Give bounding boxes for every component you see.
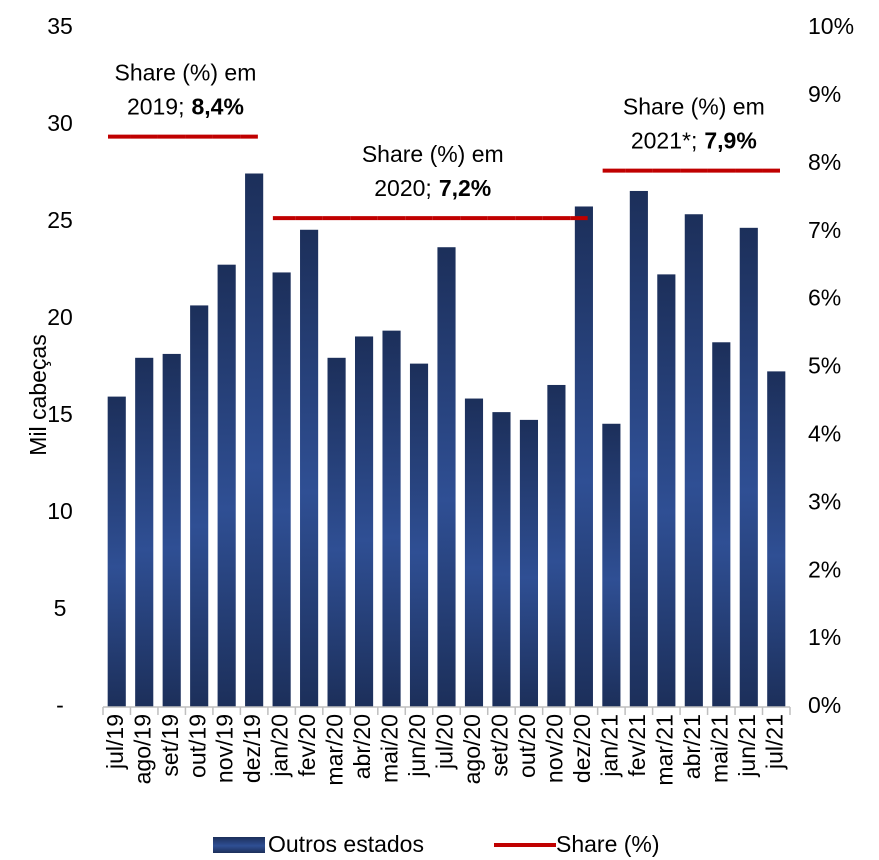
bar	[354, 336, 374, 707]
x-tick-label: dez/20	[569, 714, 595, 783]
x-tick-label: out/20	[514, 714, 540, 778]
y-axis-label: Mil cabeças	[25, 334, 51, 455]
legend-label: Outros estados	[268, 831, 424, 857]
annotation-line: 2019;	[127, 94, 185, 120]
x-tick-label: set/19	[157, 714, 183, 777]
annotation-line: 2021*;	[631, 128, 698, 154]
annotation-value: 7,9%	[704, 128, 756, 154]
y2-tick-label: 0%	[808, 692, 841, 718]
x-tick-label: jul/19	[102, 714, 128, 770]
bar	[135, 357, 154, 707]
bar	[382, 330, 401, 707]
annotation: 2019; 8,4%	[127, 94, 244, 120]
bar	[272, 272, 291, 707]
y2-tick-label: 7%	[808, 217, 841, 243]
bar	[300, 229, 319, 707]
x-tick-label: nov/20	[541, 714, 567, 783]
x-tick-label: dez/19	[239, 714, 265, 783]
bar	[437, 247, 456, 707]
bar	[409, 363, 429, 707]
x-tick-label: fev/21	[624, 714, 650, 777]
x-tick-label: mai/20	[377, 714, 403, 783]
y-tick-label: 30	[47, 110, 73, 136]
bar	[519, 419, 539, 707]
bar	[739, 227, 758, 707]
bar	[767, 371, 786, 707]
x-tick-label: jan/21	[596, 714, 622, 778]
bar	[574, 206, 593, 708]
y2-tick-label: 5%	[808, 353, 841, 379]
x-tick-label: ago/20	[459, 714, 485, 784]
y2-tick-label: 9%	[808, 81, 841, 107]
bar	[712, 342, 731, 707]
x-tick-label: mar/20	[322, 714, 348, 786]
y2-tick-label: 1%	[808, 624, 841, 650]
annotation-value: 8,4%	[192, 94, 244, 120]
x-tick-label: out/19	[184, 714, 210, 778]
legend-label: Share (%)	[556, 831, 660, 857]
y-tick-label: 5	[54, 595, 67, 621]
bar	[245, 173, 264, 707]
bar	[217, 264, 236, 707]
x-tick-label: jul/21	[761, 714, 787, 770]
y2-tick-label: 8%	[808, 149, 841, 175]
legend-swatch	[213, 837, 265, 853]
x-tick-label: jul/20	[432, 714, 458, 770]
bar	[162, 353, 181, 707]
x-tick-label: abr/20	[349, 714, 375, 779]
y2-tick-label: 3%	[808, 488, 841, 514]
annotation-line: Share (%) em	[115, 60, 257, 86]
x-tick-label: jun/21	[734, 714, 760, 778]
y-tick-label: 25	[47, 207, 73, 233]
y2-tick-label: 6%	[808, 285, 841, 311]
y-tick-label: 35	[47, 13, 73, 39]
annotation: 2021*; 7,9%	[631, 128, 757, 154]
bar	[684, 214, 703, 708]
bar	[547, 384, 566, 707]
bar	[190, 305, 209, 707]
annotation-line: Share (%) em	[623, 94, 765, 120]
bar	[602, 423, 621, 707]
x-tick-label: nov/19	[212, 714, 238, 783]
annotation: 2020; 7,2%	[374, 175, 491, 201]
x-tick-label: ago/19	[129, 714, 155, 784]
annotation-line: Share (%) em	[362, 141, 504, 167]
annotation: Share (%) em	[362, 141, 504, 167]
x-tick-label: jan/20	[267, 714, 293, 778]
bar	[657, 274, 676, 707]
y2-tick-label: 4%	[808, 420, 841, 446]
annotation-line: 2020;	[374, 175, 432, 201]
x-tick-label: jun/20	[404, 714, 430, 778]
bar	[464, 398, 484, 707]
y-tick-label: 10	[47, 498, 73, 524]
y2-tick-label: 10%	[808, 13, 854, 39]
annotation-value: 7,2%	[439, 175, 491, 201]
y-tick-label: 15	[47, 401, 73, 427]
y-tick-label: 20	[47, 304, 73, 330]
x-tick-label: set/20	[487, 714, 513, 777]
annotation: Share (%) em	[115, 60, 257, 86]
y-tick-label: -	[56, 692, 64, 718]
bar	[492, 412, 511, 707]
bar	[327, 357, 346, 707]
x-tick-label: mar/21	[651, 714, 677, 786]
x-tick-label: abr/21	[679, 714, 705, 779]
annotation: Share (%) em	[623, 94, 765, 120]
y2-tick-label: 2%	[808, 556, 841, 582]
x-tick-label: fev/20	[294, 714, 320, 777]
bar	[107, 396, 126, 707]
x-tick-label: mai/21	[706, 714, 732, 783]
bar	[629, 190, 648, 707]
